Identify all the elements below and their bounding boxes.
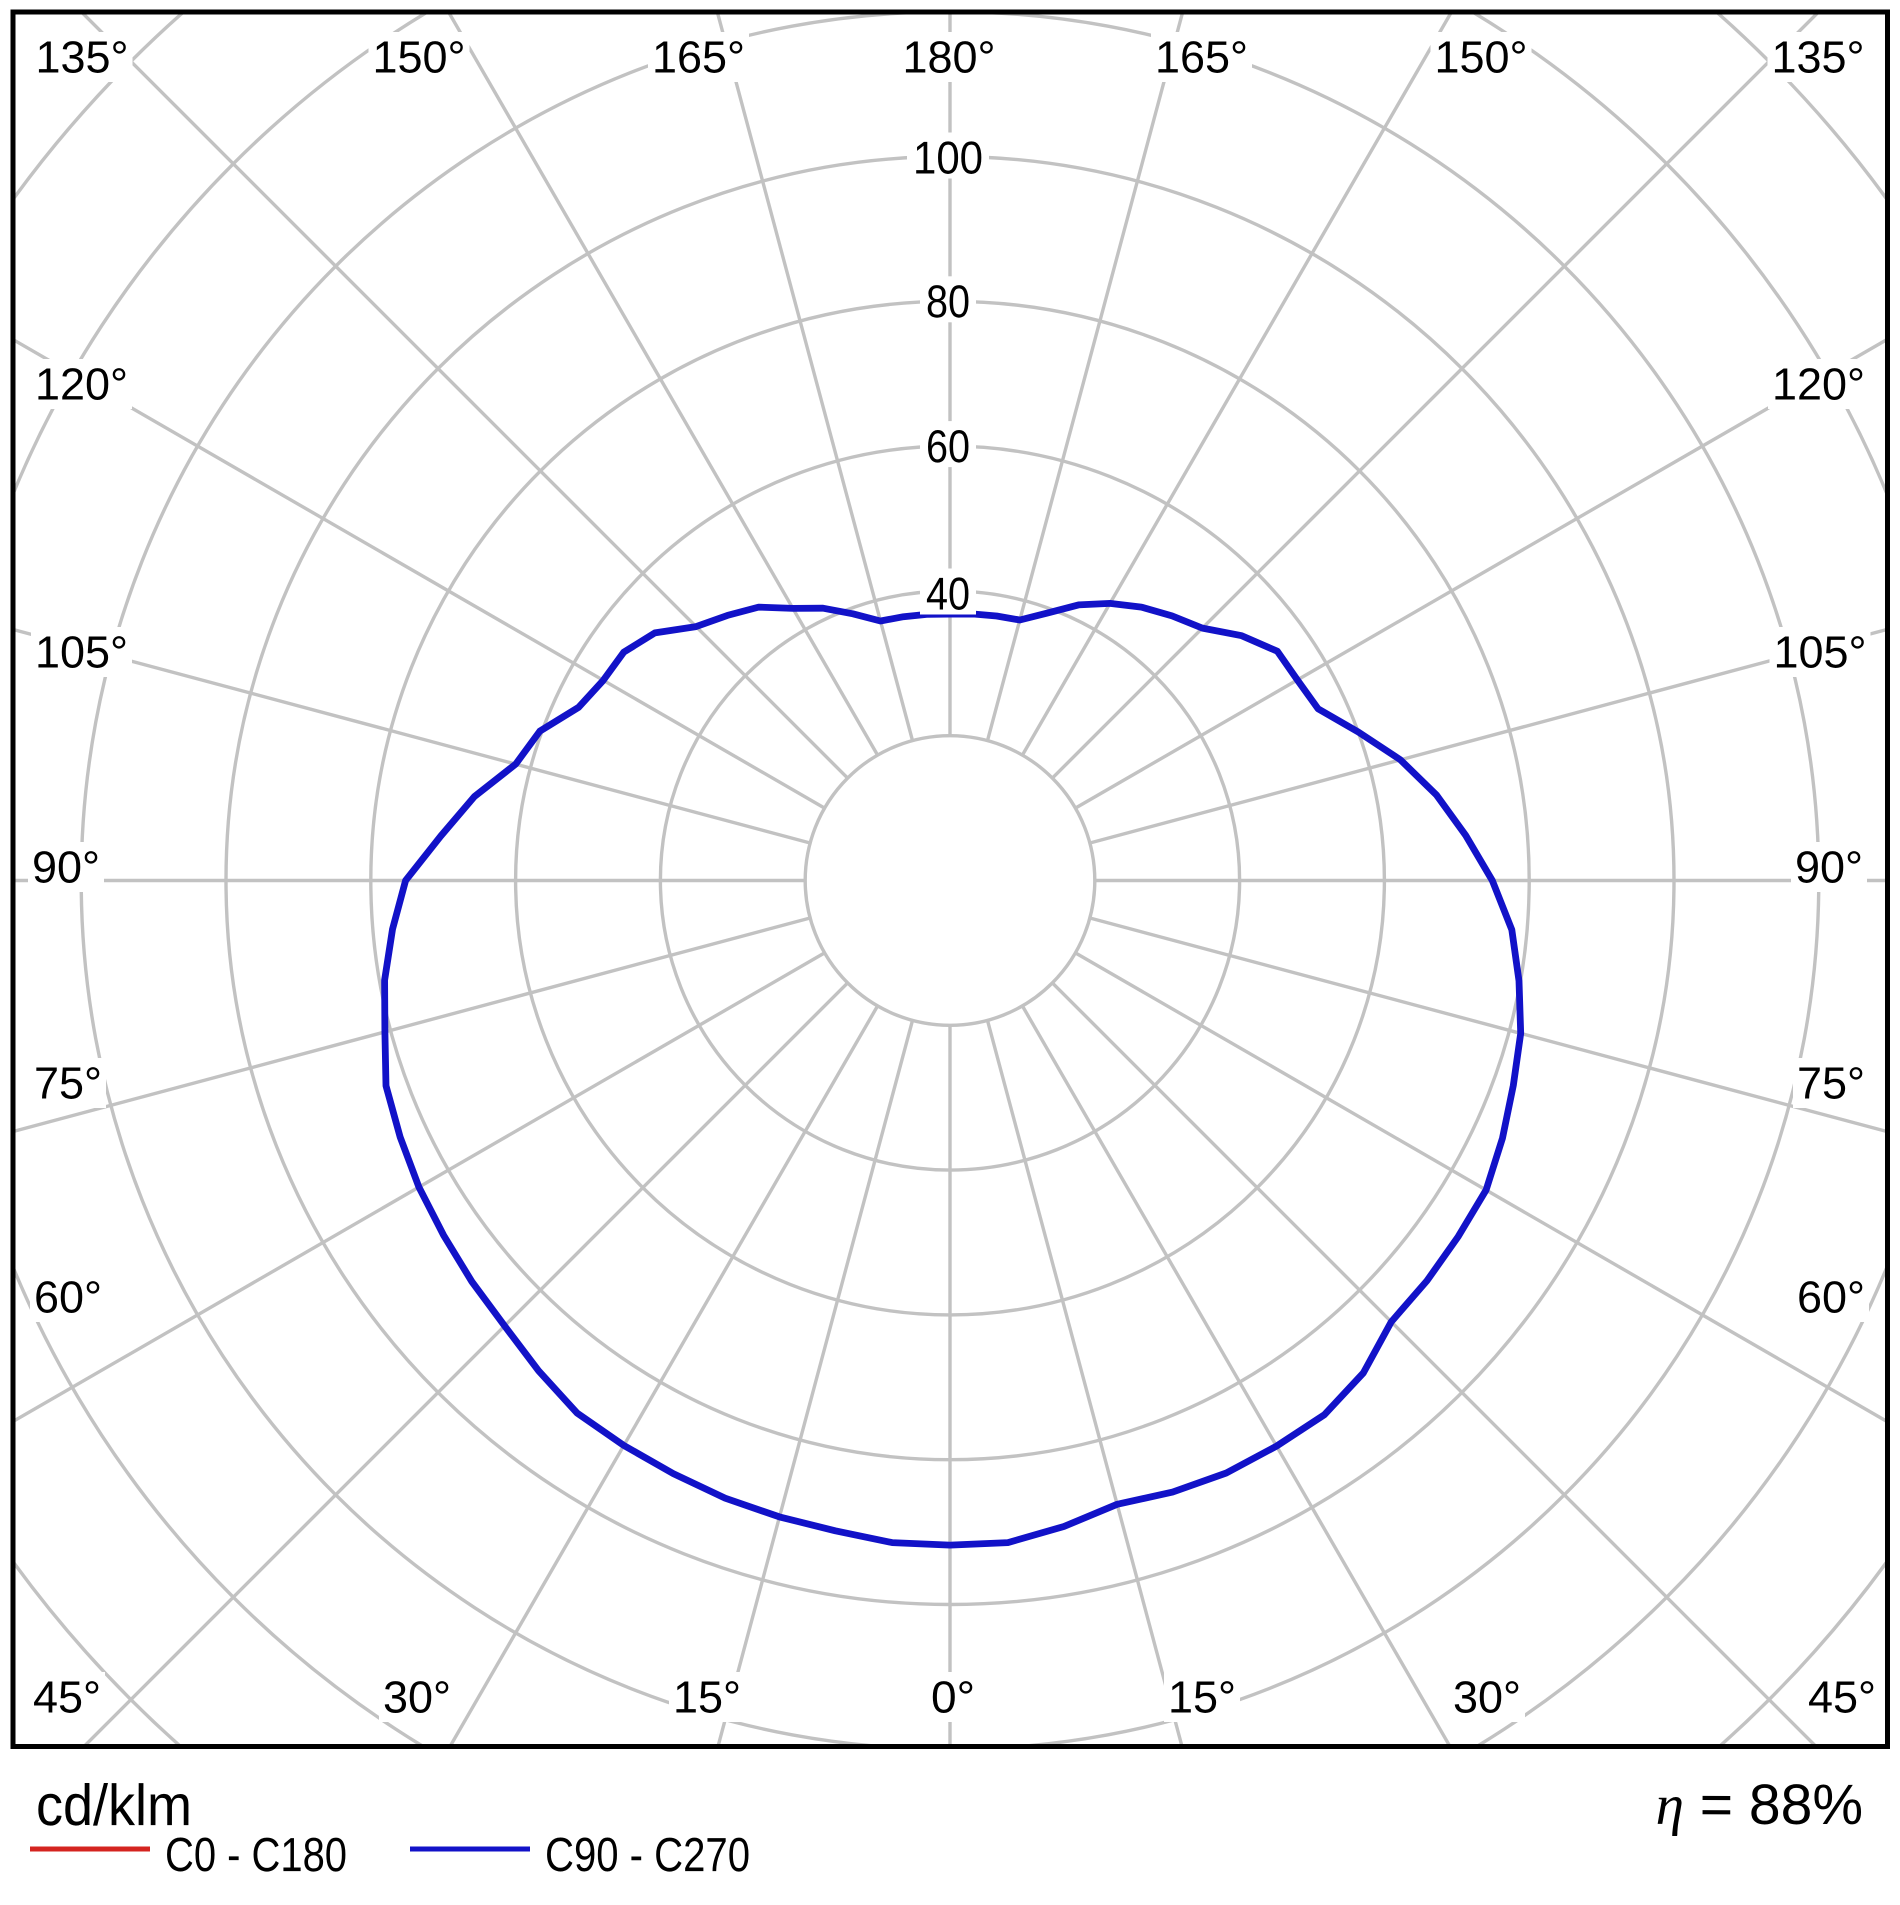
- svg-text:80: 80: [926, 275, 970, 327]
- svg-text:105°: 105°: [35, 626, 128, 677]
- svg-text:135°: 135°: [35, 31, 128, 82]
- svg-text:C90 - C270: C90 - C270: [545, 1829, 750, 1882]
- svg-text:30°: 30°: [1453, 1671, 1521, 1722]
- svg-text:150°: 150°: [1434, 31, 1527, 82]
- svg-text:60: 60: [926, 420, 970, 472]
- svg-text:165°: 165°: [1155, 31, 1248, 82]
- svg-text:75°: 75°: [1797, 1057, 1865, 1108]
- svg-text:15°: 15°: [1168, 1671, 1236, 1722]
- svg-text:η = 88%: η = 88%: [1656, 1773, 1863, 1837]
- svg-text:135°: 135°: [1771, 31, 1864, 82]
- svg-text:cd/klm: cd/klm: [36, 1773, 192, 1838]
- svg-text:100: 100: [913, 131, 983, 183]
- svg-text:105°: 105°: [1773, 626, 1866, 677]
- svg-text:45°: 45°: [1808, 1671, 1876, 1722]
- svg-text:15°: 15°: [673, 1671, 741, 1722]
- svg-text:120°: 120°: [1772, 358, 1865, 409]
- svg-text:0°: 0°: [931, 1671, 975, 1722]
- svg-text:120°: 120°: [35, 358, 128, 409]
- svg-text:30°: 30°: [383, 1671, 451, 1722]
- svg-text:90°: 90°: [32, 841, 100, 892]
- svg-text:165°: 165°: [652, 31, 745, 82]
- svg-text:75°: 75°: [34, 1057, 102, 1108]
- svg-text:150°: 150°: [372, 31, 465, 82]
- svg-text:45°: 45°: [33, 1671, 101, 1722]
- svg-text:40: 40: [926, 567, 970, 619]
- svg-text:180°: 180°: [902, 31, 995, 82]
- svg-text:90°: 90°: [1795, 841, 1863, 892]
- svg-text:C0 - C180: C0 - C180: [165, 1829, 347, 1882]
- svg-text:60°: 60°: [34, 1271, 102, 1322]
- svg-text:60°: 60°: [1797, 1271, 1865, 1322]
